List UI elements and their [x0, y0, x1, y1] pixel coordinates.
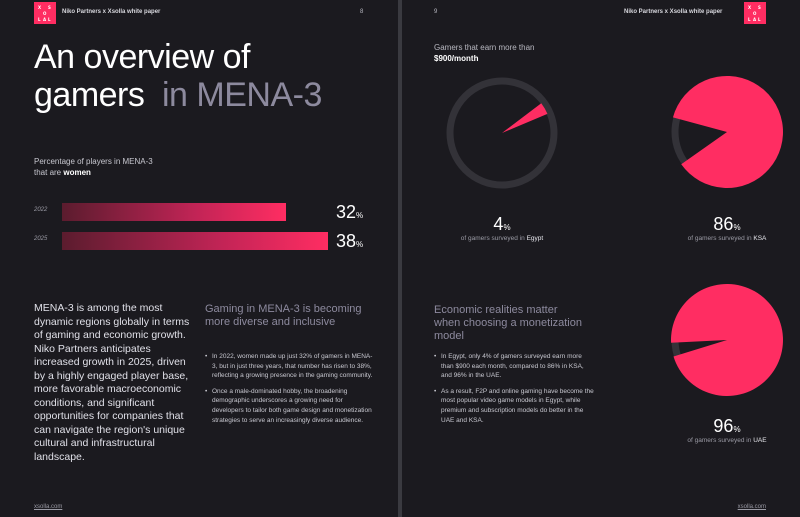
pie-country-label: UAE — [753, 437, 767, 444]
bar-value-label: 38% — [336, 231, 364, 251]
logo-letter: O — [43, 11, 47, 16]
bar-year-label: 2022 — [34, 207, 48, 213]
pie-value-label: 4% — [493, 214, 511, 234]
bar-value-label: 32% — [336, 202, 364, 222]
pie-stat: 4% of gamers surveyed in Egypt — [442, 214, 562, 243]
bullet-item: In 2022, women made up just 32% of gamer… — [205, 352, 373, 381]
pie-caption: of gamers surveyed in Egypt — [460, 235, 544, 242]
page-gutter — [398, 0, 402, 517]
right-page: 9 Niko Partners x Xsolla white paper X S… — [402, 0, 800, 517]
bullet-list: In Egypt, only 4% of gamers surveyed ear… — [434, 352, 594, 431]
pie-country-label: Egypt — [526, 235, 544, 242]
pie-stat: 86% of gamers surveyed in KSA — [667, 214, 787, 243]
bullet-item: As a result, F2P and online gaming have … — [434, 387, 594, 425]
pie-slice — [502, 103, 548, 133]
title-main: An overview of gamers — [34, 38, 251, 114]
logo-letter: X — [38, 5, 42, 10]
pie-slice — [672, 76, 783, 188]
page-title: An overview of gamers — [34, 38, 294, 114]
pie-country-label: KSA — [753, 235, 767, 242]
pie-value-label: 96% — [713, 416, 741, 436]
bar-row: 2022 32% — [34, 202, 374, 222]
pie-background-ring — [446, 77, 558, 189]
logo-letter: L — [38, 17, 41, 22]
intro-paragraph: MENA-3 is among the most dynamic regions… — [34, 302, 190, 463]
footer-link[interactable]: xsolla.com — [34, 504, 63, 510]
bar-row: 2025 38% — [34, 231, 374, 251]
pie-value-label: 86% — [713, 214, 741, 234]
pie-caption: of gamers surveyed in KSA — [687, 235, 767, 242]
logo-letter: S — [758, 5, 761, 10]
page-header: Niko Partners x Xsolla white paper — [62, 9, 161, 15]
bar-chart-label-text: Percentage of players in MENA-3 that are — [34, 157, 153, 177]
bar — [62, 203, 286, 221]
page-number: 9 — [434, 9, 438, 15]
pie-chart-label: Gamers that earn more than $900/month — [434, 42, 554, 64]
bullet-item: Once a male-dominated hobby, the broaden… — [205, 387, 373, 425]
logo-letter: L — [48, 17, 51, 22]
pie-stat: 96% of gamers surveyed in UAE — [667, 416, 787, 445]
xsolla-logo: X S O L L A — [744, 2, 766, 24]
income-pie-charts — [446, 76, 783, 396]
pie-slice — [671, 284, 783, 396]
pie-chart-label-bold: $900/month — [434, 54, 479, 63]
title-accent: in MENA-3 — [162, 76, 322, 114]
logo-letter: S — [48, 5, 51, 10]
logo-letter: X — [748, 5, 752, 10]
logo-letter: L — [748, 17, 751, 22]
page-number: 8 — [360, 9, 364, 15]
logo-letter: L — [758, 17, 761, 22]
bar — [62, 232, 328, 250]
pie-caption: of gamers surveyed in UAE — [687, 437, 767, 444]
title-accent-wrap: in MENA-3 — [162, 76, 322, 114]
bar-chart-label: Percentage of players in MENA-3 that are… — [34, 156, 164, 178]
page-header: Niko Partners x Xsolla white paper — [624, 9, 723, 15]
xsolla-logo: X S O L L A — [34, 2, 56, 24]
logo-letter: A — [43, 17, 47, 22]
footer-link[interactable]: xsolla.com — [737, 504, 766, 510]
logo-letter: O — [753, 11, 757, 16]
logo-letter: A — [753, 17, 757, 22]
bullet-list: In 2022, women made up just 32% of gamer… — [205, 352, 373, 431]
bar-chart-label-bold: women — [63, 168, 91, 177]
left-page: X S O L L A Niko Partners x Xsolla white… — [0, 0, 398, 517]
bullet-item: In Egypt, only 4% of gamers surveyed ear… — [434, 352, 594, 381]
pie-chart-label-text: Gamers that earn more than — [434, 43, 535, 52]
bar-year-label: 2025 — [34, 236, 48, 242]
section-subheading: Gaming in MENA-3 is becoming more divers… — [205, 303, 362, 328]
section-subheading: Economic realities matter when choosing … — [434, 304, 582, 342]
